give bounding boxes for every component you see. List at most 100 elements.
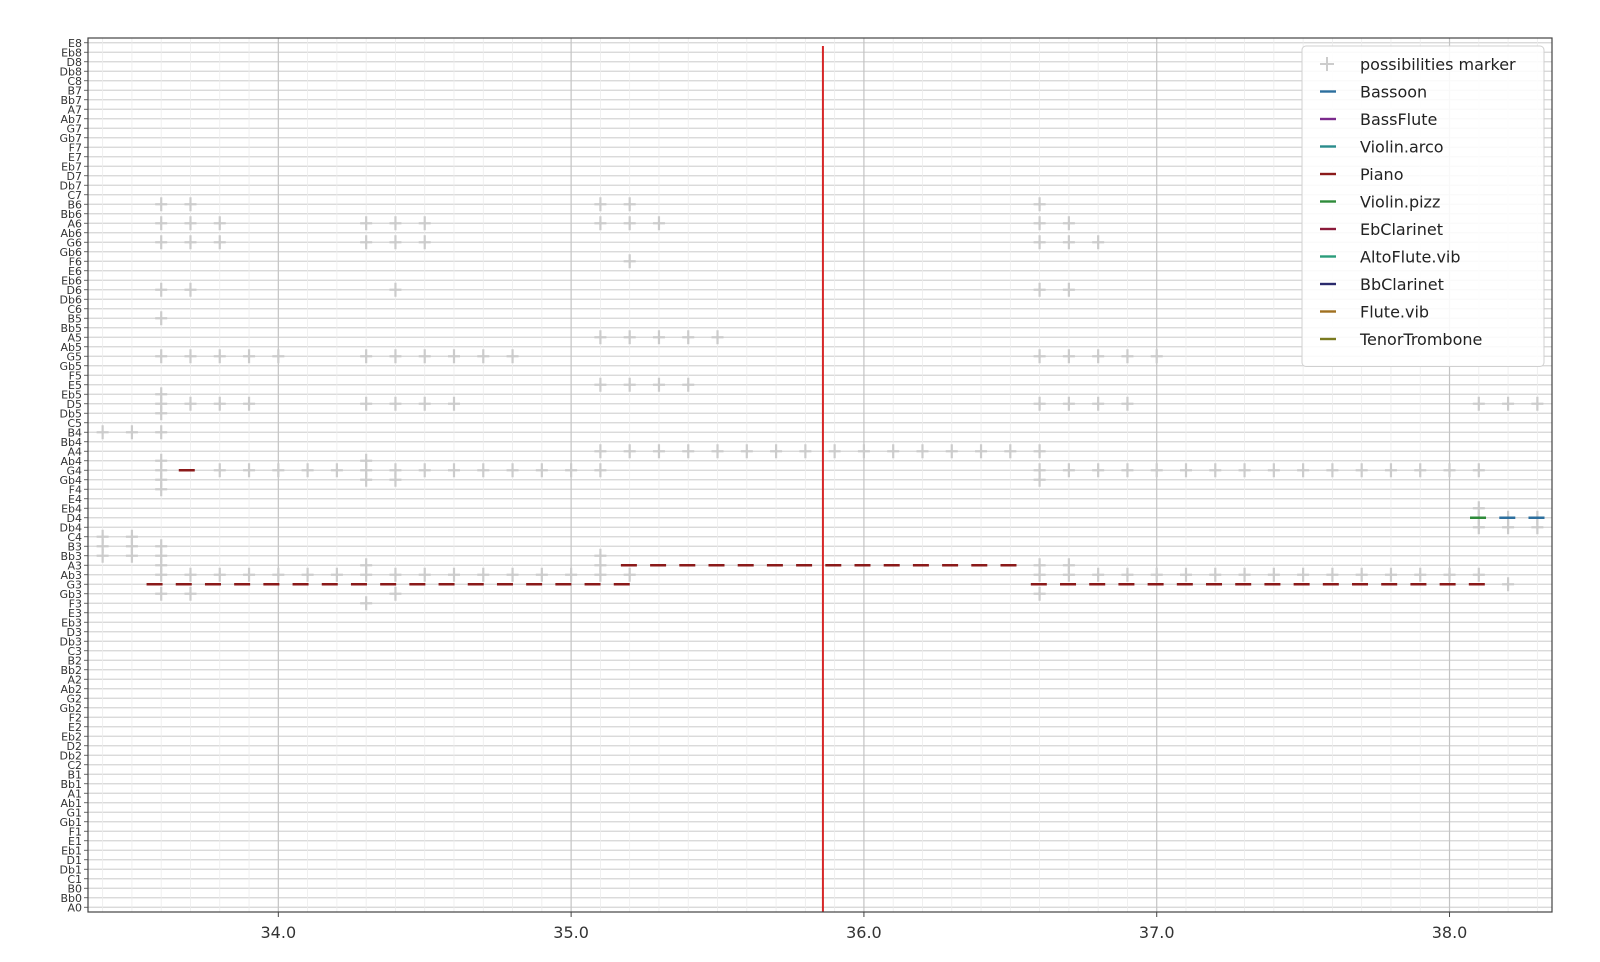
y-tick-label: Ab1 (60, 797, 82, 810)
possibility-marker (1150, 349, 1163, 364)
possibility-marker (1004, 444, 1017, 459)
y-tick-label: Db5 (60, 407, 82, 420)
possibility-marker (477, 567, 490, 582)
legend-item: BbClarinet (1320, 275, 1444, 294)
possibility-marker (623, 444, 636, 459)
y-tick-label: Gb3 (59, 588, 82, 601)
possibility-marker (184, 197, 197, 212)
possibility-marker (243, 463, 256, 478)
possibility-marker (1297, 567, 1310, 582)
legend-box (1301, 45, 1545, 367)
possibility-marker (1355, 463, 1368, 478)
possibility-marker (1297, 463, 1310, 478)
possibility-marker (535, 463, 548, 478)
y-tick-label: Db6 (60, 293, 82, 306)
possibility-marker (945, 444, 958, 459)
y-tick-label: Gb7 (59, 132, 82, 145)
possibility-marker (594, 567, 607, 582)
possibility-marker (155, 349, 168, 364)
legend-label: EbClarinet (1360, 220, 1443, 239)
y-tick-label: D8 (67, 56, 82, 69)
possibility-marker (360, 216, 373, 231)
axes-frame (87, 37, 1553, 913)
y-tick-label: B1 (67, 768, 82, 781)
possibility-marker (1531, 396, 1544, 411)
x-tick-label: 36.0 (846, 923, 882, 942)
y-tick-label: E3 (68, 607, 82, 620)
y-tick-label: B5 (67, 312, 82, 325)
possibility-marker (1267, 567, 1280, 582)
legend-item: BassFlute (1320, 110, 1437, 129)
y-tick-label: C3 (67, 645, 82, 658)
possibility-marker (1062, 282, 1075, 297)
possibility-marker (243, 567, 256, 582)
y-tick-label: F3 (69, 597, 82, 610)
y-tick-label: Db4 (60, 521, 82, 534)
possibility-marker (448, 463, 460, 478)
legend: possibilities marker Bassoon BassFlute Viol… (1301, 45, 1545, 367)
y-tick-label: D7 (67, 170, 82, 183)
y-tick-label: G2 (66, 692, 82, 705)
possibility-marker (184, 567, 197, 582)
possibility-marker (1326, 463, 1339, 478)
y-tick-label: Eb5 (61, 388, 82, 401)
possibility-marker (916, 444, 929, 459)
legend-item: TenorTrombone (1320, 330, 1482, 349)
possibility-marker (96, 425, 109, 440)
possibility-marker (1209, 463, 1222, 478)
possibility-marker (155, 216, 168, 231)
y-tick-label: Eb2 (61, 730, 82, 743)
possibility-marker (155, 311, 168, 326)
possibility-marker (1062, 463, 1075, 478)
possibility-marker (184, 216, 197, 231)
possibility-marker (155, 586, 168, 601)
possibility-marker (711, 444, 724, 459)
possibility-marker (360, 596, 373, 611)
possibility-marker (1531, 520, 1544, 535)
y-tick-label: A1 (67, 787, 82, 800)
y-tick-label: Bb5 (60, 322, 82, 335)
y-tick-label: Gb1 (59, 816, 82, 829)
possibility-marker (330, 567, 343, 582)
y-tick-label: Ab7 (60, 113, 82, 126)
possibility-marker (184, 349, 197, 364)
y-tick-label: D3 (67, 626, 82, 639)
y-tick-label: Gb6 (59, 246, 82, 259)
possibility-marker (1062, 349, 1075, 364)
possibility-marker (301, 463, 314, 478)
possibility-marker (1062, 396, 1075, 411)
possibility-marker (1121, 463, 1134, 478)
y-tick-label: Db3 (60, 635, 82, 648)
possibility-marker (1033, 472, 1046, 487)
possibility-marker (155, 425, 168, 440)
y-tick-label: Gb4 (59, 474, 82, 487)
possibility-marker (1092, 235, 1105, 250)
possibility-marker (1472, 520, 1485, 535)
possibility-marker (1033, 197, 1046, 212)
possibility-marker (330, 463, 343, 478)
possibility-marker (96, 548, 109, 563)
y-tick-label: D5 (67, 398, 82, 411)
possibility-marker (711, 330, 724, 345)
possibility-marker (594, 197, 607, 212)
possibility-marker (506, 567, 519, 582)
possibility-marker (623, 330, 636, 345)
possibility-marker (213, 216, 226, 231)
y-tick-label: Bb3 (60, 550, 82, 563)
possibility-marker (448, 567, 460, 582)
possibility-marker (1180, 463, 1192, 478)
possibility-marker (1092, 567, 1105, 582)
possibility-marker (1033, 396, 1046, 411)
possibility-marker (1443, 463, 1456, 478)
possibility-marker (360, 235, 373, 250)
y-tick-label: Bb6 (60, 208, 82, 221)
possibility-marker (652, 216, 665, 231)
y-tick-label: F4 (69, 483, 82, 496)
y-tick-label: Bb1 (60, 778, 82, 791)
y-tick-label: Db1 (60, 863, 82, 876)
possibility-marker (1384, 567, 1397, 582)
y-tick-label: G1 (66, 806, 82, 819)
legend-label: possibilities marker (1360, 55, 1516, 74)
y-tick-label: F6 (69, 255, 82, 268)
possibility-marker (1150, 463, 1163, 478)
